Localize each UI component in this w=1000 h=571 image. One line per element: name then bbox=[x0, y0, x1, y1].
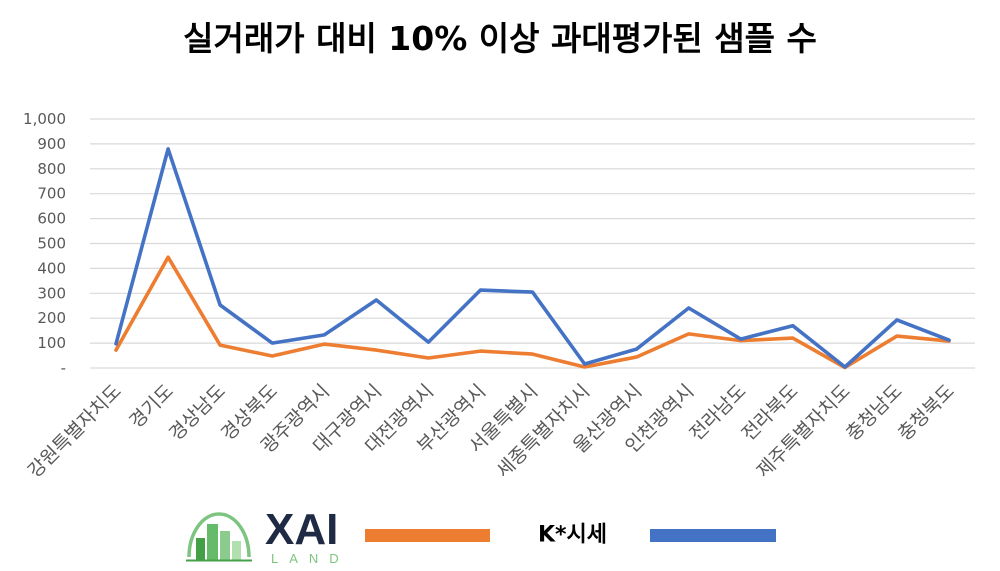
legend-label-k-sise: K*시세 bbox=[538, 523, 607, 548]
chart-title: 실거래가 대비 10% 이상 과대평가된 샘플 수 bbox=[183, 19, 817, 58]
y-tick-label: 600 bbox=[37, 210, 66, 228]
y-tick-label: 100 bbox=[37, 334, 66, 352]
y-tick-label: 900 bbox=[37, 135, 66, 153]
y-tick-label: 300 bbox=[37, 284, 66, 302]
y-tick-label: 500 bbox=[37, 235, 66, 253]
logo-building-icon bbox=[196, 538, 205, 560]
y-tick-label: 800 bbox=[37, 160, 66, 178]
logo-tagline: LAND bbox=[271, 551, 350, 566]
series-line-k-sise bbox=[114, 147, 951, 369]
series-lines bbox=[114, 147, 951, 370]
logo-arch-icon bbox=[187, 512, 251, 558]
y-tick-label: 1,000 bbox=[23, 110, 66, 128]
y-tick-label: - bbox=[61, 359, 66, 377]
logo-wordmark: XAI bbox=[265, 505, 338, 554]
y-tick-label: 400 bbox=[37, 259, 66, 277]
y-tick-label: 700 bbox=[37, 185, 66, 203]
series-line-xai-land bbox=[114, 255, 951, 370]
y-tick-label: 200 bbox=[37, 309, 66, 327]
logo-building-icon bbox=[220, 531, 230, 560]
y-axis-tick-labels: - 100 200 300 400 500 600 700 800 900 1,000 bbox=[23, 110, 66, 377]
legend: XAI LAND K*시세 bbox=[186, 505, 776, 566]
logo-building-icon bbox=[207, 524, 218, 560]
xai-land-logo: XAI LAND bbox=[186, 505, 350, 566]
logo-building-icon bbox=[232, 541, 241, 560]
